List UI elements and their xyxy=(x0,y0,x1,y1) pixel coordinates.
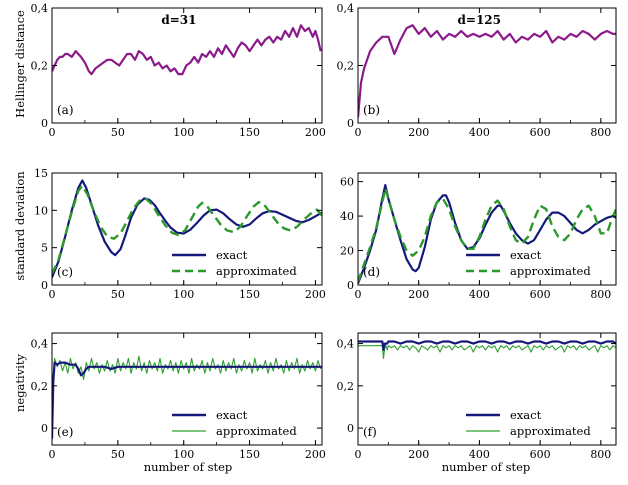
xtick-label: 150 xyxy=(239,126,260,139)
xtick-label: 800 xyxy=(590,288,611,301)
ytick-label: 0 xyxy=(347,117,354,130)
xtick-label: 600 xyxy=(530,448,551,461)
panel-label: (a) xyxy=(57,103,74,117)
ytick-label: 0 xyxy=(41,117,48,130)
plot-frame-f xyxy=(357,332,617,446)
ytick-label: 0 xyxy=(347,279,354,292)
xtick-label: 800 xyxy=(590,448,611,461)
xtick-label: 100 xyxy=(173,126,194,139)
xtick-label: 400 xyxy=(469,288,490,301)
panel-label: (c) xyxy=(57,265,73,279)
ytick-label: 0 xyxy=(41,422,48,435)
xtick-label: 200 xyxy=(408,448,429,461)
xtick-label: 400 xyxy=(469,448,490,461)
xtick-label: 150 xyxy=(239,448,260,461)
panel-label: (b) xyxy=(363,103,380,117)
series-exact-e xyxy=(52,361,322,439)
legend-label-approx_thin: approximated xyxy=(510,424,591,438)
ytick-label: 20 xyxy=(340,245,354,258)
xtick-label: 0 xyxy=(355,288,362,301)
row-ylabel-hellinger: Hellinger distance xyxy=(13,10,27,118)
panel-c: 0 50 100 150 200 0 5 10 15 (c) exact approximated xyxy=(34,167,326,301)
panel-label: (e) xyxy=(57,425,73,439)
panel-e: 0 50 100 150 200 0 0,2 0,4 (e) exact approximated xyxy=(31,332,326,461)
xtick-label: 150 xyxy=(239,288,260,301)
ytick-label: 0,4 xyxy=(337,338,355,351)
panel-title: d=125 xyxy=(458,13,502,27)
xtick-label: 200 xyxy=(305,288,326,301)
panel-label: (f) xyxy=(363,425,377,439)
xtick-label: 0 xyxy=(49,288,56,301)
xlabel-right: number of step xyxy=(442,460,531,474)
panel-b: 0 200 400 600 800 0 0,2 0,4 (b) d=125 xyxy=(337,2,617,139)
series-approx_dashed-c xyxy=(52,184,322,275)
ytick-label: 60 xyxy=(340,176,354,189)
ytick-label: 15 xyxy=(34,167,48,180)
plot-frame-d xyxy=(357,172,617,286)
series-hellinger-a xyxy=(52,24,322,76)
panel-title: d=31 xyxy=(161,13,196,27)
legend-label-exact: exact xyxy=(510,408,542,422)
series-hellinger-b xyxy=(358,24,616,118)
xtick-label: 200 xyxy=(408,288,429,301)
legend-label-approx_thin: approximated xyxy=(216,424,297,438)
series-approx_dashed-d xyxy=(358,187,616,282)
xtick-label: 600 xyxy=(530,126,551,139)
xtick-label: 0 xyxy=(49,126,56,139)
ytick-label: 0,2 xyxy=(31,380,49,393)
ytick-label: 0,2 xyxy=(337,380,355,393)
xtick-label: 100 xyxy=(173,448,194,461)
xtick-label: 400 xyxy=(469,126,490,139)
legend-label-exact: exact xyxy=(216,408,248,422)
ytick-label: 0,4 xyxy=(31,2,49,15)
legend-label-exact: exact xyxy=(510,248,542,262)
panel-a: 0 50 100 150 200 0 0,2 0,4 (a) d=31 xyxy=(31,2,326,139)
legend-label-approx_dashed: approximated xyxy=(216,264,297,278)
xtick-label: 200 xyxy=(305,448,326,461)
ytick-label: 0,4 xyxy=(31,338,49,351)
legend-label-exact: exact xyxy=(216,248,248,262)
series-exact-f xyxy=(358,340,616,351)
ytick-label: 10 xyxy=(34,204,48,217)
xtick-label: 0 xyxy=(49,448,56,461)
ytick-label: 5 xyxy=(41,242,48,255)
panel-d: 0 200 400 600 800 0 20 40 60 (d) exact approximated xyxy=(340,172,617,301)
ytick-label: 0,2 xyxy=(31,60,49,73)
xtick-label: 200 xyxy=(408,126,429,139)
row-ylabel-negativity: negativity xyxy=(13,353,27,412)
ytick-label: 0,4 xyxy=(337,2,355,15)
plot-frame-c xyxy=(51,172,323,286)
series-approx_thin-f xyxy=(358,345,616,359)
series-exact-c xyxy=(52,179,322,278)
xtick-label: 200 xyxy=(305,126,326,139)
xtick-label: 50 xyxy=(111,448,125,461)
panel-label: (d) xyxy=(363,265,380,279)
plot-frame-e xyxy=(51,332,323,446)
ytick-label: 0 xyxy=(41,279,48,292)
xtick-label: 0 xyxy=(355,126,362,139)
row-ylabel-stddev: standard deviation xyxy=(13,171,27,281)
ytick-label: 40 xyxy=(340,210,354,223)
xtick-label: 50 xyxy=(111,126,125,139)
xlabel-left: number of step xyxy=(144,460,233,474)
panel-f: 0 200 400 600 800 0 0,2 0,4 (f) exact approximated xyxy=(337,332,617,461)
legend-label-approx_dashed: approximated xyxy=(510,264,591,278)
xtick-label: 50 xyxy=(111,288,125,301)
xtick-label: 100 xyxy=(173,288,194,301)
xtick-label: 600 xyxy=(530,288,551,301)
ytick-label: 0 xyxy=(347,422,354,435)
ytick-label: 0,2 xyxy=(337,60,355,73)
xtick-label: 800 xyxy=(590,126,611,139)
xtick-label: 0 xyxy=(355,448,362,461)
